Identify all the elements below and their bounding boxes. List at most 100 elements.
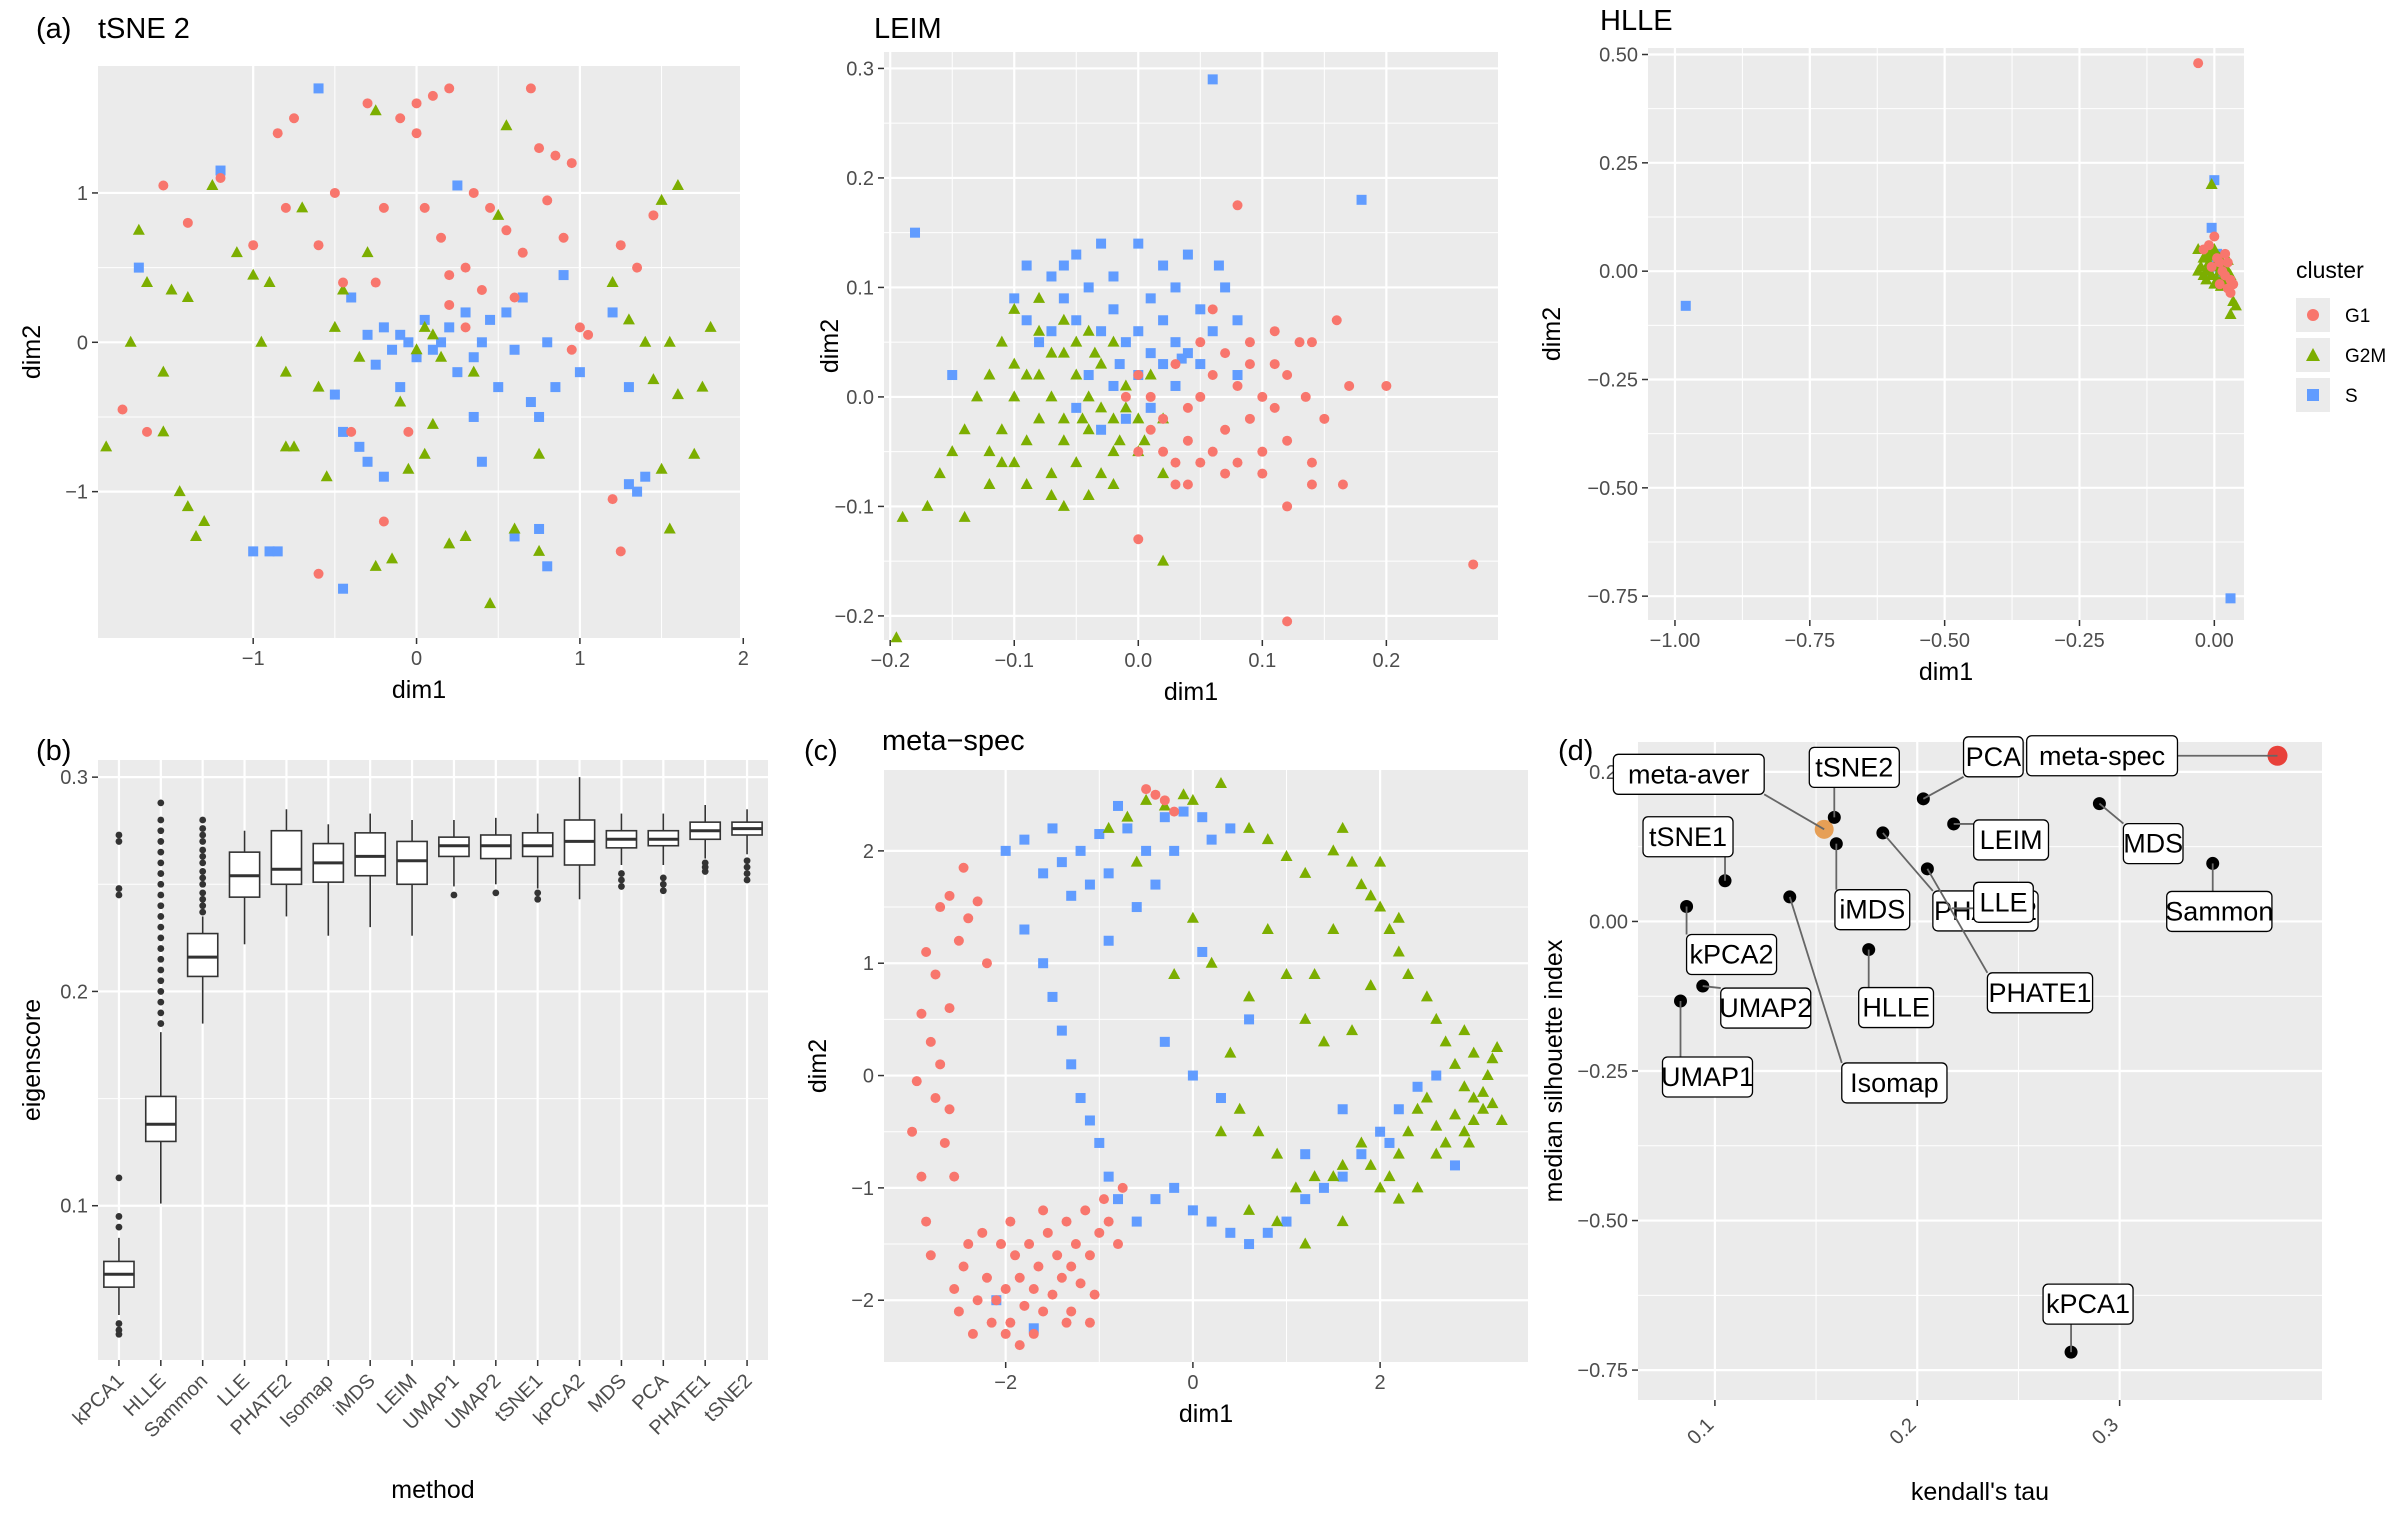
tsne2-point-g1 xyxy=(370,277,381,288)
metaspec-point-g1 xyxy=(963,913,974,924)
leim-point-g2m xyxy=(1033,291,1046,303)
leim-point-g1 xyxy=(1331,315,1342,326)
leim-point-g1 xyxy=(1207,446,1218,457)
silhouette-label-box xyxy=(2122,822,2184,865)
tsne2-tick-label-y: 1 xyxy=(77,183,88,205)
tsne2-point-g2m xyxy=(410,343,423,355)
leim-point-g2m xyxy=(1045,346,1058,358)
panel-letter-d: (d) xyxy=(1558,735,1593,767)
tsne2-point-g2m xyxy=(263,276,276,288)
metaspec-point-g1 xyxy=(949,1171,960,1182)
boxplot-outlier xyxy=(534,895,542,903)
leim-point-s xyxy=(1083,370,1094,381)
leim-point-g2m xyxy=(1033,368,1046,380)
leim-point-s xyxy=(1170,337,1181,348)
boxplot-outlier xyxy=(157,955,165,963)
boxplot-outlier xyxy=(534,889,542,897)
boxplot-outlier xyxy=(115,891,123,899)
leim-point-g2m xyxy=(1008,456,1021,468)
metaspec-point-g1 xyxy=(925,1036,936,1047)
leim-point-g1 xyxy=(1145,424,1156,435)
tsne2-tick-label-y: −1 xyxy=(65,482,88,504)
metaspec-point-g1 xyxy=(925,1250,936,1261)
leim-point-s xyxy=(1058,293,1069,304)
metaspec-point-g2m xyxy=(1481,1069,1494,1081)
silhouette-label-imds: iMDS xyxy=(1839,895,1905,925)
metaspec-point-s xyxy=(1131,1216,1142,1227)
tsne2-point-g1 xyxy=(444,83,455,94)
leim-point-s xyxy=(1096,238,1107,249)
cluster-legend: cluster G1 G2M S xyxy=(2296,257,2386,412)
metaspec-point-g2m xyxy=(1430,1119,1443,1131)
metaspec-point-g2m xyxy=(1383,923,1396,935)
metaspec-tick-label-y: 1 xyxy=(863,953,874,975)
metaspec-point-g2m xyxy=(1308,1170,1321,1182)
boxplot-outlier xyxy=(199,868,207,875)
tsne2-point-g1 xyxy=(468,187,479,198)
leim-point-s xyxy=(947,370,958,381)
tsne2-point-g2m xyxy=(337,283,350,295)
tsne2-point-g2m xyxy=(484,597,497,609)
leim-tick-label-y: 0.3 xyxy=(846,58,874,80)
leim-point-g2m xyxy=(1132,412,1145,424)
leim-point-g1 xyxy=(1306,457,1317,468)
leim-point-g2m xyxy=(958,510,971,522)
metaspec-point-g1 xyxy=(1028,1283,1039,1294)
metaspec-point-g2m xyxy=(1486,1052,1499,1064)
leim-point-g2m xyxy=(1057,434,1070,446)
hlle-tick-label-y: 0.50 xyxy=(1599,45,1638,67)
hlle-tick-label-x: −1.00 xyxy=(1650,630,1701,652)
metaspec-point-g1 xyxy=(972,1295,983,1306)
tsne2-point-g1 xyxy=(346,426,357,437)
tsne2-point-g2m xyxy=(688,447,701,459)
leim-point-s xyxy=(1220,282,1231,293)
silhouette-label-connector xyxy=(1763,793,1825,831)
boxplot-box xyxy=(144,1095,177,1143)
metaspec-panel: −2 0 2 −2 −1 0 1 2 dim1 dim2 xyxy=(804,770,1528,1428)
tsne2-point-s xyxy=(215,165,226,176)
metaspec-point-g1 xyxy=(1066,1261,1077,1272)
tsne2-point-g1 xyxy=(313,568,324,579)
leim-point-s xyxy=(1158,315,1169,326)
metaspec-point-s xyxy=(1197,812,1208,823)
metaspec-point-g2m xyxy=(1336,1158,1349,1170)
metaspec-point-g2m xyxy=(1364,979,1377,991)
metaspec-point-s xyxy=(1019,834,1030,845)
boxplot-outlier xyxy=(199,902,207,910)
leim-point-g2m xyxy=(983,368,996,380)
leim-point-s xyxy=(1158,260,1169,271)
leim-y-axis-title: dim2 xyxy=(816,319,844,373)
tsne2-point-g1 xyxy=(648,210,659,221)
leim-point-s xyxy=(1046,326,1057,337)
leim-point-g2m xyxy=(1057,313,1070,325)
legend-label-g2m: G2M xyxy=(2345,346,2386,367)
tsne2-point-s xyxy=(623,382,634,393)
metaspec-point-g2m xyxy=(1402,1125,1415,1137)
tsne2-point-g1 xyxy=(525,83,536,94)
tsne2-point-g1 xyxy=(607,494,618,505)
tsne2-point-s xyxy=(354,441,365,452)
metaspec-point-s xyxy=(1103,935,1114,946)
tsne2-point-s xyxy=(272,546,283,557)
tsne2-point-g2m xyxy=(655,462,668,474)
metaspec-point-s xyxy=(1300,1149,1311,1160)
boxplot-category-label: kPCA1 xyxy=(69,1370,129,1430)
boxplot-outlier xyxy=(157,966,165,974)
silhouette-tick-label-y: −0.50 xyxy=(1577,1211,1628,1233)
tsne2-point-g1 xyxy=(411,98,422,109)
leim-point-g2m xyxy=(1095,467,1108,479)
metaspec-point-g1 xyxy=(1019,1300,1030,1311)
metaspec-point-g2m xyxy=(1243,1203,1256,1215)
metaspec-point-g2m xyxy=(1271,1147,1284,1159)
leim-point-g2m xyxy=(1107,412,1120,424)
metaspec-point-s xyxy=(1075,845,1086,856)
leim-point-g2m xyxy=(1157,554,1170,566)
leim-tick-label-x: 0.0 xyxy=(1124,650,1152,672)
boxplot-outlier xyxy=(157,945,165,952)
tsne2-point-g2m xyxy=(132,223,145,235)
metaspec-point-g2m xyxy=(1458,1024,1471,1036)
tsne2-point-s xyxy=(493,382,504,393)
boxplot-outlier xyxy=(115,1213,123,1220)
silhouette-label-umap2: UMAP2 xyxy=(1719,993,1812,1023)
leim-point-s xyxy=(1133,326,1144,337)
